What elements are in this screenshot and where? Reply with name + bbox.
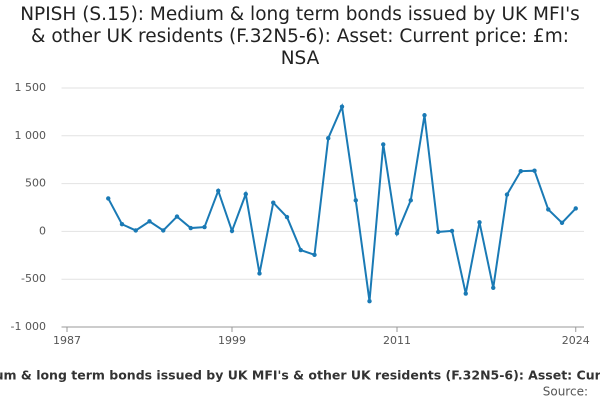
point [559,220,565,225]
point [202,224,207,230]
point [367,298,372,304]
point [504,192,510,197]
point [216,188,221,193]
point [257,271,262,276]
point [188,225,193,231]
point [436,229,441,235]
point [298,247,303,253]
y-tick-label: 0 [39,224,46,237]
point [532,168,537,173]
point [284,214,290,220]
point [174,214,180,219]
point [229,228,235,234]
point [422,113,427,118]
point [271,200,276,205]
y-tick-label: -500 [21,272,46,285]
point [381,142,386,147]
point [326,135,331,141]
point [408,198,413,203]
point [133,228,138,233]
point [573,206,578,211]
x-tick-label: 2011 [383,334,411,347]
footer-title: NPISH (S.15): Medium & long term bonds i… [0,368,600,383]
point [491,285,496,291]
x-tick-label: 2024 [562,334,590,347]
y-tick-label: 500 [25,177,46,190]
x-tick-label: 1987 [53,334,81,347]
point [161,228,166,233]
y-tick-label: 1 500 [15,81,47,94]
point [546,207,551,212]
point [353,198,358,203]
point [119,222,125,227]
point [394,231,400,236]
point [106,196,111,201]
y-tick-label: -1 000 [11,320,46,333]
point [449,228,455,234]
chart-title: NPISH (S.15): Medium & long term bonds i… [20,4,580,69]
point [463,291,468,296]
point [477,220,482,225]
point [312,252,317,258]
x-tick-label: 1999 [218,334,246,347]
point [243,191,248,197]
source: Source: [543,385,588,399]
y-tick-label: 1 000 [15,129,47,142]
point [147,219,152,224]
point [518,168,523,174]
point [339,104,345,109]
